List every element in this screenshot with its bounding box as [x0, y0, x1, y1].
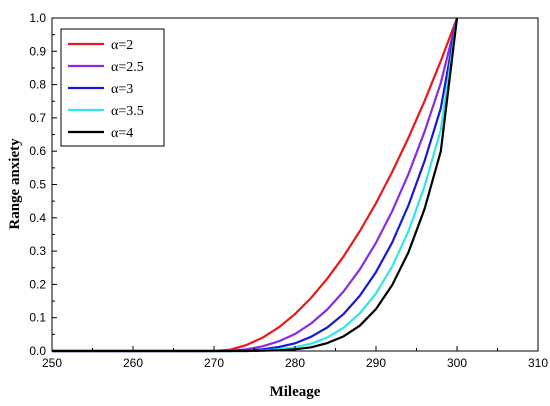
- x-axis-title: Mileage: [270, 384, 321, 400]
- legend-label: α=2: [111, 38, 133, 53]
- legend-label: α=2.5: [111, 60, 144, 75]
- y-tick-label: 0.1: [29, 311, 46, 325]
- legend-label: α=3: [111, 82, 133, 97]
- x-tick-label: 300: [447, 356, 467, 370]
- y-tick-label: 0.7: [29, 111, 46, 125]
- x-tick-label: 260: [123, 356, 143, 370]
- y-tick-label: 0.5: [29, 178, 46, 192]
- legend-label: α=3.5: [111, 104, 144, 119]
- x-tick-label: 290: [366, 356, 386, 370]
- legend-label: α=4: [111, 126, 133, 141]
- y-tick-label: 0.9: [29, 44, 46, 58]
- x-tick-label: 280: [285, 356, 305, 370]
- y-tick-label: 0.4: [29, 211, 46, 225]
- y-tick-label: 1.0: [29, 11, 46, 25]
- ticks-layer: 250 260 270 280 290 300 310 0.0 0.1 0.2 0.3 0.4 0.5 0…: [29, 11, 548, 370]
- y-tick-label: 0.2: [29, 277, 46, 291]
- y-tick-label: 0.0: [29, 344, 46, 358]
- y-tick-label: 0.3: [29, 244, 46, 258]
- x-tick-label: 310: [528, 356, 548, 370]
- y-axis-title-group: Range anxiety: [7, 138, 23, 230]
- y-tick-label: 0.8: [29, 78, 46, 92]
- plot-frame: [51, 17, 539, 352]
- y-tick-label: 0.6: [29, 144, 46, 158]
- x-tick-label: 250: [42, 356, 62, 370]
- x-tick-label: 270: [204, 356, 224, 370]
- y-axis-title: Range anxiety: [7, 138, 23, 230]
- series-line-1: [52, 17, 459, 353]
- legend: α=2 α=2.5 α=3 α=3.5 α=4: [60, 28, 165, 147]
